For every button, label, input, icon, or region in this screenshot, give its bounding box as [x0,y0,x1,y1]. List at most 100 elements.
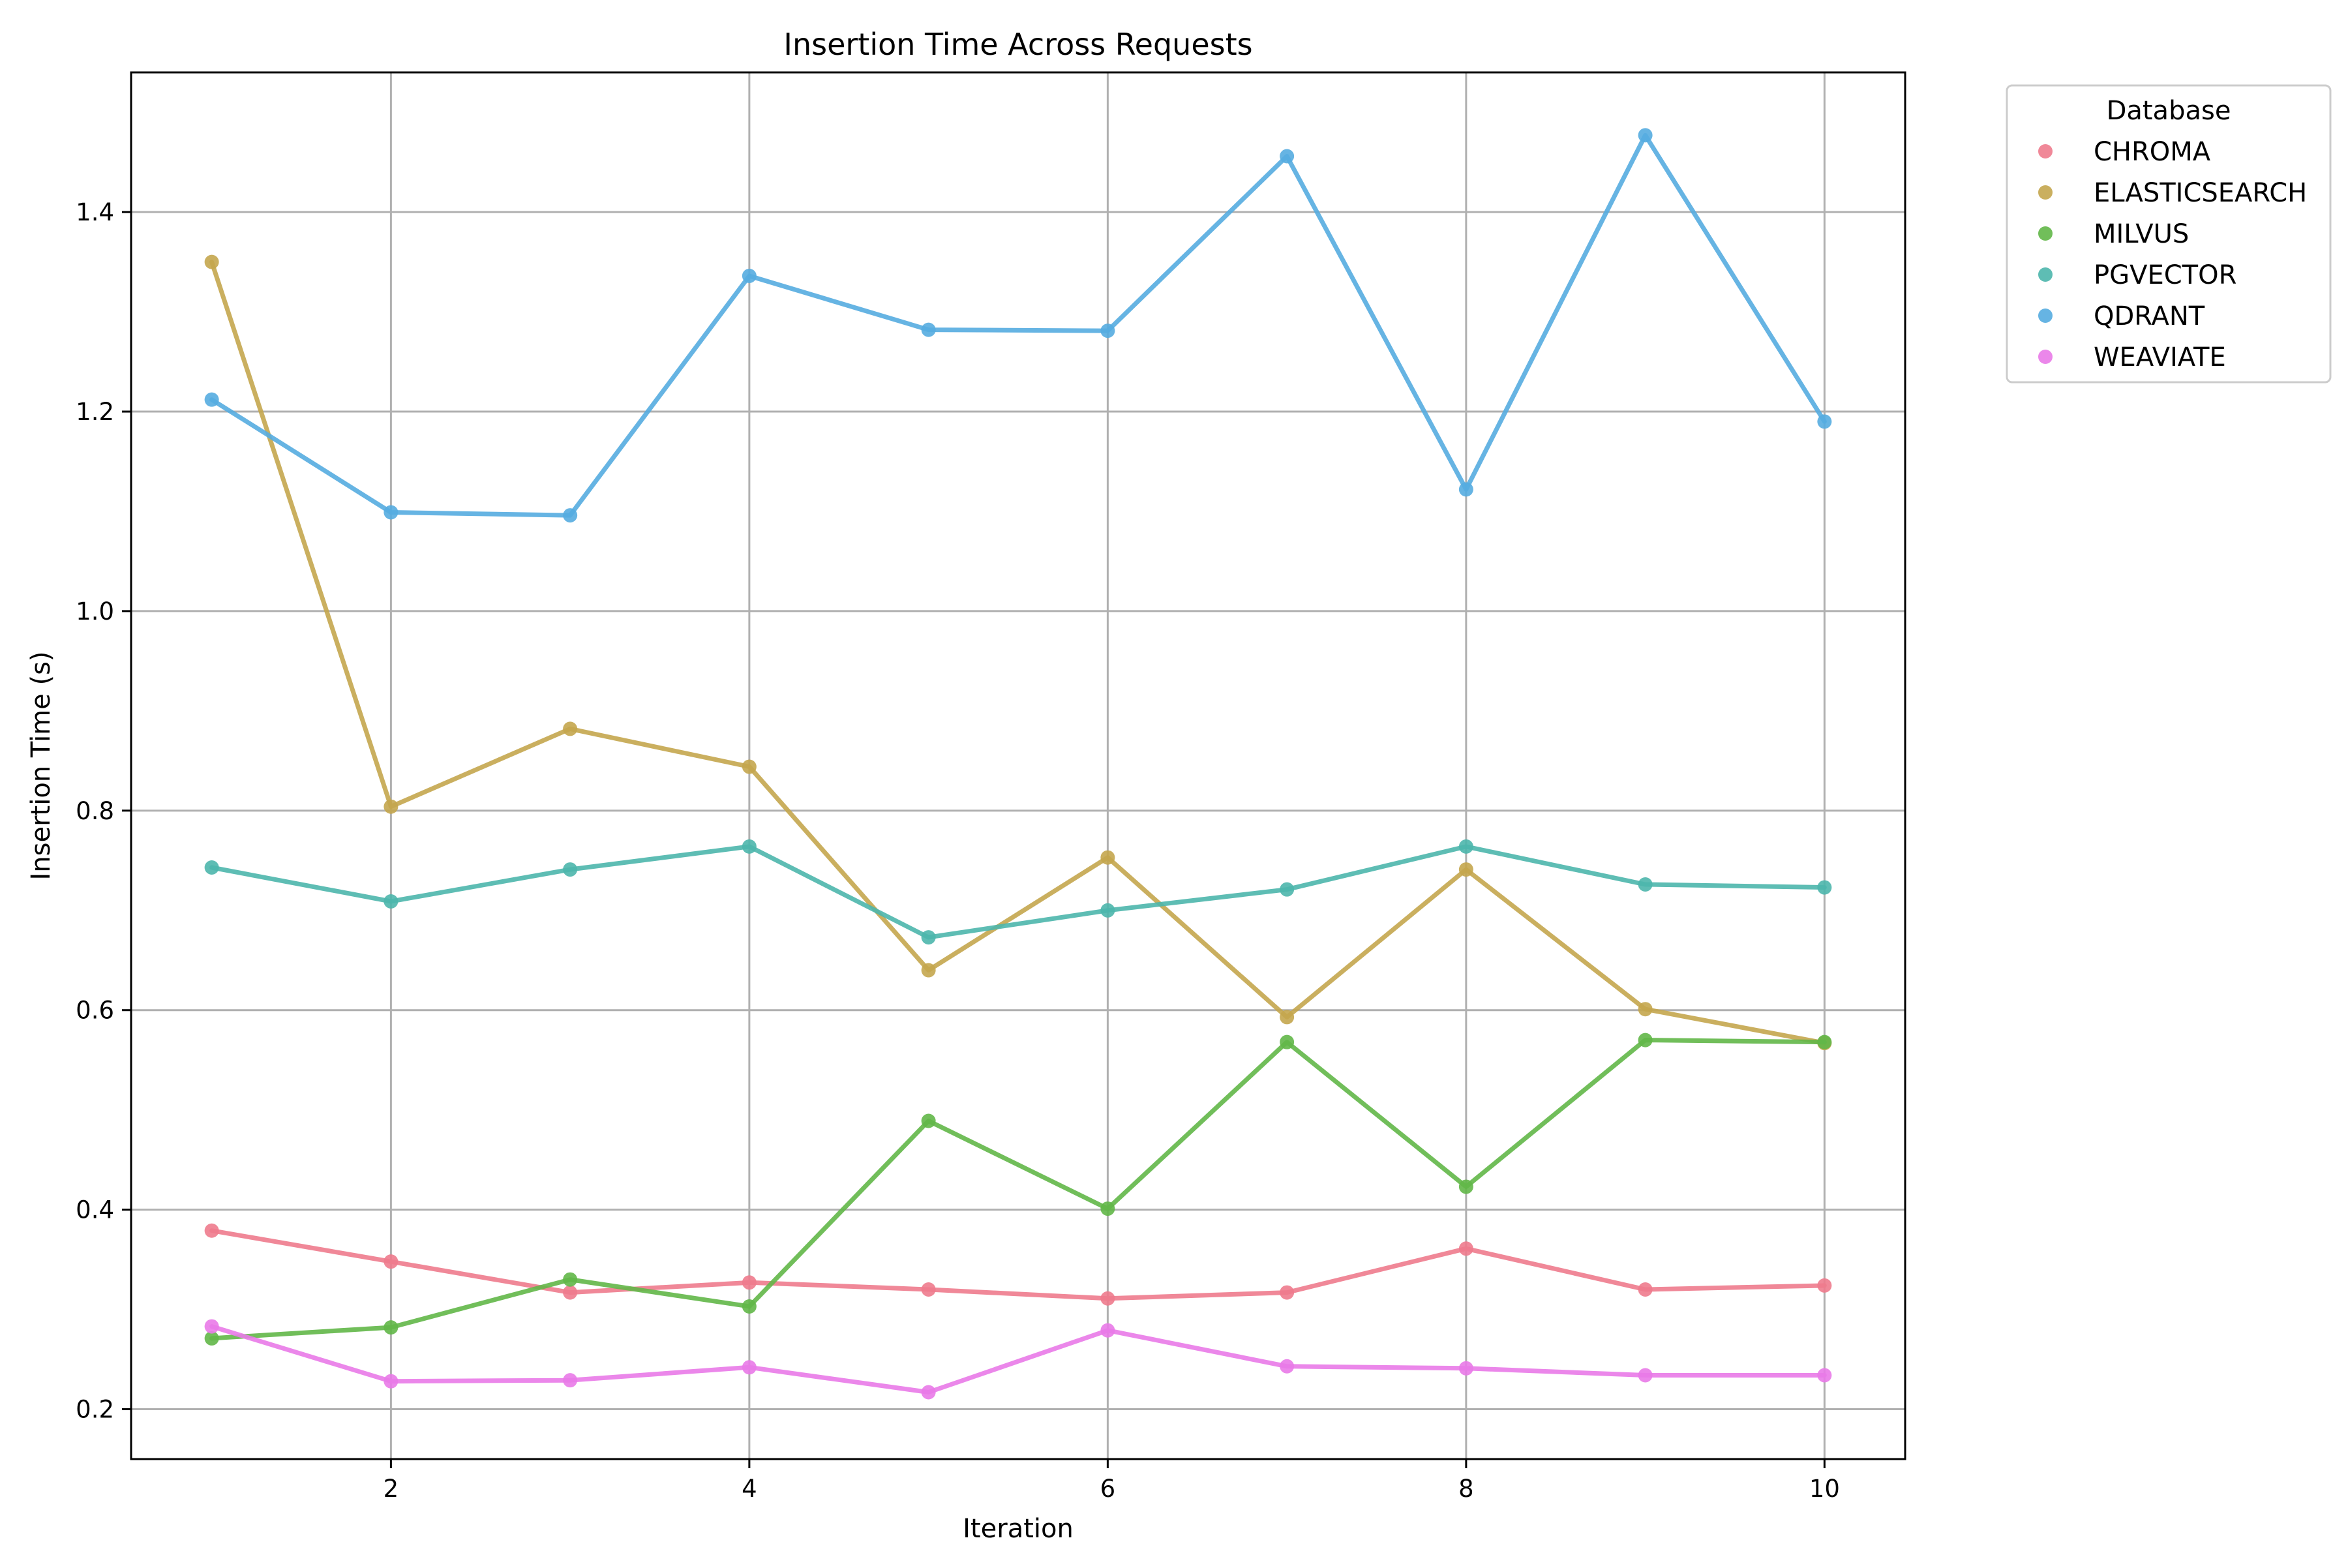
data-point [563,1272,578,1287]
data-point [1280,1010,1295,1025]
data-point [742,1299,757,1314]
data-point [921,963,936,978]
data-point [1100,850,1115,865]
x-tick-label: 2 [384,1475,399,1503]
data-point [1458,839,1473,854]
data-point [1280,1359,1295,1374]
series-line-elasticsearch [209,260,1827,1046]
legend-label: MILVUS [2094,219,2189,249]
legend-label: WEAVIATE [2094,342,2226,372]
legend-marker [2038,267,2053,282]
legend-marker [2038,350,2053,364]
axis-ticks: 2 4 6 8 10 0.2 0.4 0.6 0.8 1.0 1.2 1.4 [76,198,1840,1503]
series-line-qdrant [209,132,1827,518]
legend-label: ELASTICSEARCH [2094,178,2307,208]
data-point [1100,903,1115,918]
data-point [204,860,219,875]
data-point [204,392,219,407]
series-line-weaviate [209,1324,1827,1395]
x-tick-label: 8 [1458,1475,1474,1503]
data-point [921,1282,936,1297]
x-tick-label: 6 [1100,1475,1116,1503]
data-point [1100,324,1115,339]
data-point [1100,1201,1115,1216]
data-point [1458,1179,1473,1194]
data-point [1638,1368,1653,1383]
grid [131,72,1905,1459]
data-point [921,322,936,337]
legend: Database CHROMA ELASTICSEARCH MILVUS PGVECT… [2006,84,2332,384]
series-elasticsearch [204,254,1832,1051]
series-qdrant [204,128,1832,523]
series-pgvector [204,839,1832,945]
legend-label: QDRANT [2094,301,2205,331]
data-point [742,1360,757,1375]
data-point [1638,877,1653,892]
series-milvus [204,1033,1832,1346]
data-point [384,1374,399,1389]
data-point [1638,1002,1653,1017]
data-point [563,862,578,877]
data-point [1817,1368,1832,1383]
legend-title: Database [2107,96,2231,126]
data-point [921,1385,936,1400]
y-tick-label: 0.4 [76,1196,114,1224]
data-point [1638,1282,1653,1297]
data-point [1280,149,1295,164]
legend-label: CHROMA [2094,137,2211,167]
data-point [1817,1034,1832,1049]
legend-marker [2038,309,2053,323]
data-point [1817,880,1832,895]
data-point [1638,128,1653,143]
series-layer [204,128,1832,1400]
y-tick-label: 0.6 [76,997,114,1025]
y-tick-label: 1.2 [76,398,114,426]
data-point [384,894,399,909]
data-point [204,1319,219,1334]
series-line-pgvector [209,844,1827,940]
data-point [1100,1323,1115,1338]
data-point [1458,482,1473,497]
data-point [742,269,757,284]
series-weaviate [204,1319,1832,1400]
series-line-chroma [209,1228,1827,1301]
legend-item: QDRANT [2038,301,2205,331]
data-point [921,1113,936,1128]
chart-title: Insertion Time Across Requests [783,27,1252,62]
x-tick-label: 10 [1809,1475,1840,1503]
data-point [563,721,578,736]
data-point [1817,414,1832,429]
legend-box [2006,84,2332,384]
data-point [204,254,219,269]
legend-marker [2038,144,2053,158]
data-point [742,839,757,854]
x-tick-label: 4 [742,1475,757,1503]
data-point [384,505,399,520]
plot-frame [130,71,1906,1460]
series-line-milvus [209,1038,1827,1341]
y-axis-label: Insertion Time (s) [26,651,56,880]
data-point [384,1254,399,1269]
y-tick-label: 0.8 [76,797,114,825]
legend-item: WEAVIATE [2038,342,2226,372]
legend-marker [2038,185,2053,200]
legend-item: PGVECTOR [2038,260,2236,290]
x-axis-label: Iteration [963,1514,1074,1544]
data-point [1100,1291,1115,1306]
data-point [1817,1278,1832,1293]
data-point [384,1320,399,1335]
data-point [742,1275,757,1290]
data-point [1458,1241,1473,1256]
data-point [742,759,757,774]
data-point [204,1223,219,1238]
data-point [921,930,936,945]
data-point [563,1285,578,1300]
legend-item: CHROMA [2038,137,2211,167]
y-tick-label: 1.4 [76,198,114,226]
data-point [384,799,399,814]
legend-item: ELASTICSEARCH [2038,178,2307,208]
data-point [1280,1285,1295,1300]
data-point [1280,882,1295,897]
data-point [1280,1034,1295,1049]
